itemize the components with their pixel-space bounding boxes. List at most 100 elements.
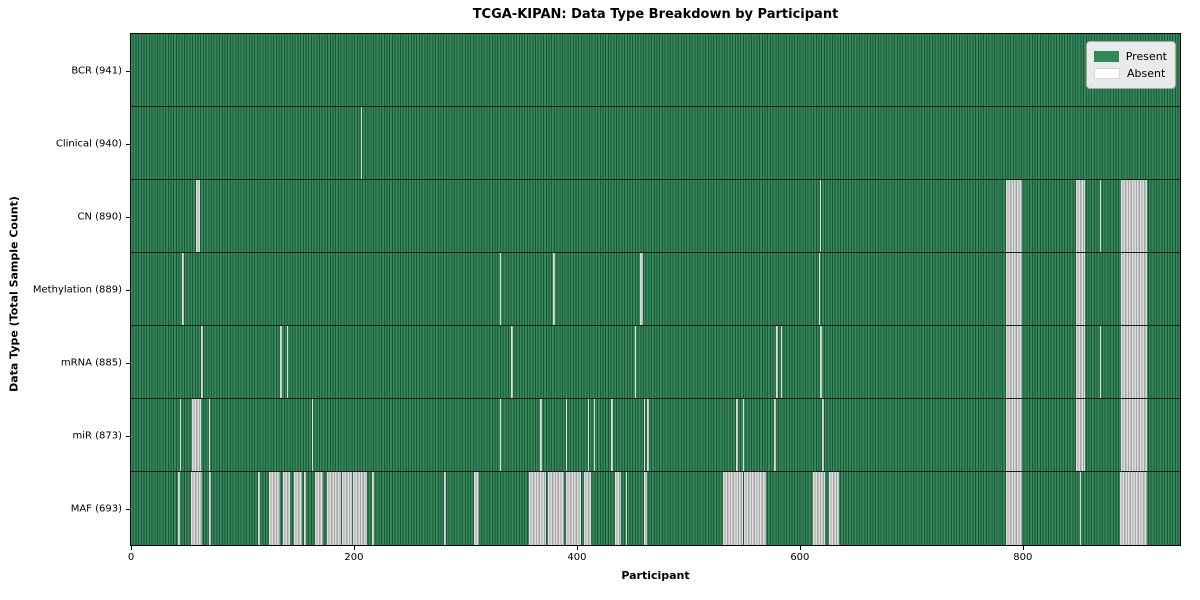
absent-stripe — [314, 472, 323, 545]
y-tick-label-mir: miR (873) — [72, 430, 122, 441]
absent-stripe — [499, 399, 502, 471]
x-tick-label-800: 800 — [1013, 552, 1033, 563]
absent-stripe — [499, 253, 502, 325]
absent-stripe — [744, 472, 767, 545]
absent-stripe — [1076, 253, 1086, 325]
absent-stripe — [1119, 472, 1147, 545]
absent-stripe — [1120, 180, 1147, 252]
absent-stripe — [444, 472, 447, 545]
absent-stripe — [547, 472, 564, 545]
y-tick-mark — [126, 70, 130, 72]
absent-stripe — [327, 472, 341, 545]
y-tick-mark — [126, 508, 130, 510]
absent-stripe — [634, 326, 637, 398]
absent-stripe — [822, 399, 824, 471]
absent-stripe — [625, 472, 628, 545]
absent-stripe — [209, 399, 211, 471]
y-tick-mark — [126, 435, 130, 437]
absent-stripe — [192, 399, 202, 471]
y-tick-label-clinical: Clinical (940) — [55, 138, 122, 149]
absent-stripe — [293, 472, 302, 545]
legend-item-absent: Absent — [1094, 65, 1167, 82]
absent-stripe — [1079, 472, 1082, 545]
absent-stripe — [180, 399, 182, 471]
heatmap-row-mir — [131, 399, 1180, 472]
absent-stripe — [269, 472, 281, 545]
absent-stripe — [280, 326, 282, 398]
absent-stripe — [819, 326, 823, 398]
absent-stripe — [818, 253, 821, 325]
heatmap-row-bcr — [131, 34, 1180, 107]
y-tick-mark — [126, 216, 130, 218]
absent-stripe — [311, 399, 313, 471]
legend: Present Absent — [1086, 41, 1176, 89]
absent-stripe — [774, 399, 776, 471]
absent-stripe — [588, 399, 590, 471]
y-tick-label-maf: MAF (693) — [70, 503, 122, 514]
x-tick-label-0: 0 — [127, 552, 135, 563]
absent-stripe — [1006, 326, 1022, 398]
absent-stripe — [611, 399, 613, 471]
absent-stripe — [736, 399, 738, 471]
absent-stripe — [511, 326, 513, 398]
absent-stripe — [352, 472, 368, 545]
absent-stripe — [287, 326, 289, 398]
absent-stripe — [1006, 399, 1022, 471]
absent-stripe — [743, 399, 745, 471]
heatmap-row-maf — [131, 472, 1180, 545]
absent-stripe — [371, 472, 374, 545]
absent-stripe — [1006, 253, 1022, 325]
absent-stripe — [780, 326, 783, 398]
absent-stripe — [1076, 180, 1086, 252]
absent-stripe — [1076, 326, 1086, 398]
absent-stripe — [191, 472, 203, 545]
x-tick-label-400: 400 — [567, 552, 587, 563]
absent-stripe — [540, 399, 542, 471]
absent-stripe — [722, 472, 743, 545]
x-tick-label-200: 200 — [344, 552, 364, 563]
y-axis-label-text: Data Type (Total Sample Count) — [7, 196, 21, 392]
y-tick-label-mrna: mRNA (885) — [60, 357, 122, 368]
absent-stripe — [282, 472, 291, 545]
absent-stripe — [303, 472, 306, 545]
heatmap-row-clinical — [131, 107, 1180, 180]
absent-swatch-icon — [1094, 68, 1120, 79]
x-tick-mark — [353, 546, 355, 550]
absent-stripe — [1120, 326, 1147, 398]
absent-stripe — [474, 472, 479, 545]
absent-stripe — [1099, 326, 1102, 398]
legend-label-absent: Absent — [1127, 67, 1166, 80]
absent-stripe — [528, 472, 546, 545]
y-tick-mark — [126, 143, 130, 145]
y-tick-mark — [126, 362, 130, 364]
absent-stripe — [643, 399, 646, 471]
absent-stripe — [640, 253, 643, 325]
x-tick-label-600: 600 — [790, 552, 810, 563]
x-axis-label: Participant — [621, 569, 690, 582]
absent-stripe — [1120, 399, 1147, 471]
absent-stripe — [1006, 180, 1022, 252]
absent-stripe — [360, 107, 363, 179]
absent-stripe — [1120, 253, 1147, 325]
chart-title: TCGA-KIPAN: Data Type Breakdown by Parti… — [472, 7, 839, 22]
absent-stripe — [819, 180, 822, 252]
x-tick-mark — [799, 546, 801, 550]
heatmap-row-mrna — [131, 326, 1180, 399]
absent-stripe — [583, 472, 592, 545]
y-tick-label-bcr: BCR (941) — [71, 65, 122, 76]
absent-stripe — [593, 399, 596, 471]
heatmap-row-methylation — [131, 253, 1180, 326]
absent-stripe — [209, 472, 212, 545]
absent-stripe — [553, 253, 555, 325]
y-tick-label-methylation: Methylation (889) — [32, 284, 122, 295]
x-tick-mark — [576, 546, 578, 550]
absent-stripe — [614, 472, 622, 545]
absent-stripe — [1006, 472, 1022, 545]
x-tick-mark — [1022, 546, 1024, 550]
y-tick-label-cn: CN (890) — [77, 211, 122, 222]
absent-stripe — [565, 472, 582, 545]
present-swatch-icon — [1094, 51, 1119, 62]
absent-stripe — [565, 399, 568, 471]
absent-stripe — [813, 472, 826, 545]
